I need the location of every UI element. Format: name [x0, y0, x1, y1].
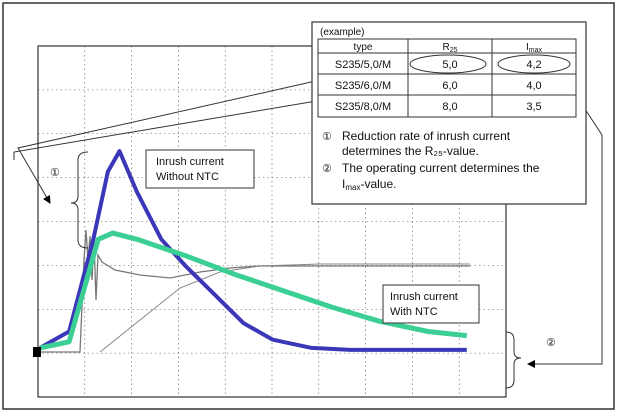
label-box-without-ntc [145, 149, 255, 189]
label-with-ntc-line2: With NTC [390, 306, 438, 318]
arrow-1 [17, 79, 321, 204]
note-1-line1: Reduction rate of inrush current [342, 129, 511, 143]
table-cell: S235/8,0/M [335, 101, 391, 113]
note-2-line1: The operating current determines the [342, 161, 540, 175]
series-line-without-ntc [39, 149, 467, 352]
note-1-line2: determines the R₂₅-value. [342, 144, 479, 158]
current-trace-gray [99, 263, 470, 353]
plot-area-frame [37, 45, 507, 398]
arrow-1-aux [13, 91, 371, 160]
series-line-with-ntc [39, 230, 468, 351]
marker-2: ② [546, 337, 556, 349]
table-cell: 4,2 [526, 59, 541, 71]
brace-2 [505, 331, 522, 389]
example-table: type R25 Imax S235/5,0/M 5,0 4,2 S235/6,… [317, 38, 577, 118]
table-cell: 3,5 [526, 101, 541, 113]
header-imax: Imax [526, 42, 543, 54]
brace-1 [70, 151, 89, 249]
label-with-ntc-line1: Inrush current [390, 291, 458, 303]
table-cell: S235/6,0/M [335, 80, 391, 92]
marker-1: ① [50, 167, 60, 179]
highlight-ellipse-imax [497, 54, 571, 74]
table-cell: 8,0 [442, 101, 457, 113]
table-cell: 6,0 [442, 80, 457, 92]
trigger-marker [33, 347, 41, 357]
table-cell: 4,0 [526, 80, 541, 92]
example-box [311, 21, 587, 205]
highlight-ellipse-r25 [409, 54, 487, 74]
header-r25: R25 [442, 42, 457, 54]
label-without-ntc-line1: Inrush current [156, 156, 224, 168]
note-2-marker: ② [322, 163, 332, 175]
label-without-ntc-line2: Without NTC [156, 171, 219, 183]
header-type: type [354, 42, 373, 53]
note-2-line2: Imax-value. [342, 177, 397, 192]
note-1-marker: ① [322, 131, 332, 143]
table-cell: 5,0 [442, 59, 457, 71]
label-box-with-ntc [382, 284, 480, 324]
example-heading: (example) [320, 27, 364, 38]
table-cell: S235/5,0/M [335, 59, 391, 71]
